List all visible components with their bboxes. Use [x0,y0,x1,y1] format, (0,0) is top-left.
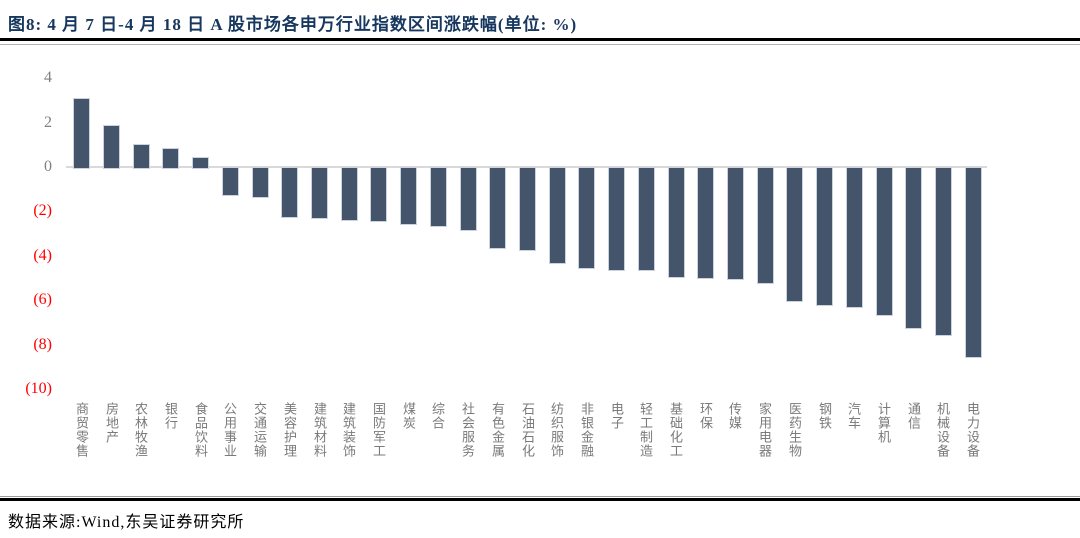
data-source-note: 数据来源:Wind,东吴证券研究所 [8,514,245,531]
category-label: 食品饮料 [193,402,208,458]
chart-bar [876,167,893,316]
y-axis-tick-label: (10) [25,380,52,397]
chart-bar [103,125,120,169]
chart-bar [697,167,714,279]
category-label: 综合 [430,402,445,430]
chart-bar [281,167,298,218]
chart-bar [400,167,417,225]
category-label: 非银金融 [579,402,594,458]
chart-bar [965,167,982,358]
category-label: 石油石化 [520,402,535,458]
footer-separator-shadow [0,496,1080,497]
category-label: 农林牧渔 [133,402,148,458]
chart-bar [311,167,328,219]
category-label: 建筑装饰 [341,402,356,458]
chart-bar [816,167,833,306]
chart-bar [370,167,387,222]
chart-bar [905,167,922,329]
category-label: 通信 [906,402,921,430]
chart-bar [133,144,150,169]
category-label: 房地产 [104,402,119,444]
chart-bar [489,167,506,249]
title-separator-line [0,38,1080,41]
chart-bar [935,167,952,336]
chart-bar [341,167,358,221]
chart-bar [430,167,447,227]
category-label: 环保 [698,402,713,430]
chart-bar [222,167,239,196]
category-label: 电子 [609,402,624,430]
category-label: 传媒 [727,402,742,430]
category-label: 家用电器 [757,402,772,458]
y-axis-tick-label: (6) [33,291,52,309]
chart-bar [73,98,90,169]
y-axis-tick-label: 0 [44,158,52,175]
y-axis-tick-label: (8) [33,335,52,353]
category-label: 基础化工 [668,402,683,458]
category-label: 建筑材料 [312,402,327,458]
chart-bar [578,167,595,269]
chart-bar [846,167,863,308]
chart-bar [608,167,625,271]
category-label: 纺织服饰 [549,402,564,458]
chart-bar [460,167,477,231]
chart-bar [192,157,209,169]
category-label: 公用事业 [222,402,237,458]
category-label: 医药生物 [787,402,802,458]
category-label: 汽车 [846,402,861,430]
footer-separator-line [0,498,1080,501]
category-label: 电力设备 [965,402,980,458]
chart-bar [727,167,744,280]
category-label: 社会服务 [460,402,475,458]
category-label: 钢铁 [817,402,832,430]
category-label: 煤炭 [401,402,416,430]
category-label: 银行 [163,402,178,430]
chart-bar [668,167,685,278]
y-axis-tick-label: (4) [33,246,52,264]
chart-bar [757,167,774,284]
category-label: 国防军工 [371,402,386,458]
category-label: 有色金属 [490,402,505,458]
figure-title: 图8: 4 月 7 日-4 月 18 日 A 股市场各申万行业指数区间涨跌幅(单… [8,15,578,34]
chart-bar [549,167,566,264]
title-separator-shadow [0,44,1080,45]
category-label: 轻工制造 [638,402,653,458]
chart-bar [638,167,655,271]
chart-bar [252,167,269,198]
bar-chart: 4 2 0 (2) (4) (6) (8) (10) 商贸零售 房地产 农林牧渔 银行 食品饮料 公用事业… [25,69,987,458]
category-label: 美容护理 [282,402,297,458]
chart-bar [519,167,536,251]
y-axis-tick-label: 2 [44,113,52,131]
y-axis-tick-label: (2) [33,202,52,220]
chart-bar [786,167,803,302]
category-label: 计算机 [876,402,891,444]
category-label: 交通运输 [252,402,267,458]
chart-bar [162,148,179,169]
category-label: 机械设备 [935,402,950,458]
category-label: 商贸零售 [74,402,89,458]
y-axis-tick-label: 4 [44,69,52,87]
